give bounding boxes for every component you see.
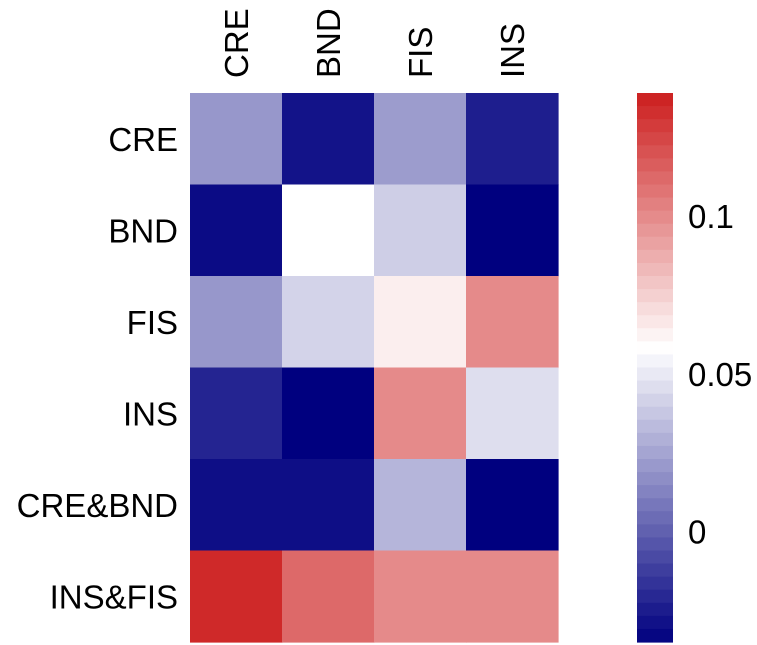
y-tick-label: CRE&BND (17, 487, 178, 524)
x-tick-label: BND (310, 8, 347, 78)
y-tick-label: BND (108, 212, 178, 249)
heatmap-cell-FIS-BND (282, 276, 375, 369)
heatmap-cell-INS-BND (282, 367, 375, 460)
colorbar-band (637, 576, 673, 591)
heatmap-cell-INS&FIS-CRE (190, 550, 283, 643)
heatmap-cells (190, 93, 559, 643)
heatmap-cell-INS-FIS (374, 367, 467, 460)
y-tick-label: INS&FIS (50, 578, 178, 615)
heatmap-cell-FIS-FIS (374, 276, 467, 369)
heatmap-cell-BND-FIS (374, 184, 467, 277)
colorbar-band (637, 393, 673, 408)
colorbar-tick-label: 0.1 (688, 198, 734, 235)
colorbar-band (637, 341, 673, 356)
colorbar-band (637, 419, 673, 434)
colorbar-band (637, 602, 673, 617)
colorbar-band (637, 354, 673, 369)
colorbar-band (637, 171, 673, 186)
colorbar-band (637, 276, 673, 290)
colorbar-band (637, 328, 673, 342)
heatmap-cell-FIS-INS (466, 276, 559, 369)
colorbar-band (637, 302, 673, 316)
colorbar-band (637, 289, 673, 303)
colorbar-band (637, 432, 673, 447)
heatmap-cell-INS-INS (466, 367, 559, 460)
heatmap-cell-CRE-FIS (374, 93, 467, 186)
colorbar-band (637, 184, 673, 199)
colorbar-tick-label: 0.05 (688, 356, 752, 393)
heatmap-cell-BND-CRE (190, 184, 283, 277)
colorbar-band (637, 498, 673, 512)
colorbar-band (637, 367, 673, 382)
x-tick-label: INS (494, 23, 531, 78)
colorbar-band (637, 262, 673, 277)
heatmap-cell-CRE&BND-BND (282, 459, 375, 552)
colorbar-band (637, 524, 673, 539)
colorbar-band (637, 315, 673, 329)
colorbar-tick-label: 0 (688, 514, 706, 551)
x-tick-label: CRE (218, 8, 255, 78)
heatmap-cell-CRE&BND-FIS (374, 459, 467, 552)
colorbar-band (637, 223, 673, 238)
colorbar-band (637, 197, 673, 212)
colorbar-gradient (637, 93, 673, 643)
heatmap-cell-INS&FIS-BND (282, 550, 375, 643)
colorbar-band (637, 236, 673, 251)
heatmap-cell-INS&FIS-FIS (374, 550, 467, 643)
colorbar-band (637, 472, 673, 486)
heatmap-cell-CRE&BND-INS (466, 459, 559, 552)
heatmap-cell-CRE-CRE (190, 93, 283, 186)
y-tick-label: FIS (127, 304, 178, 341)
colorbar-band (637, 628, 673, 643)
colorbar-band (637, 589, 673, 604)
colorbar-band (637, 459, 673, 473)
y-tick-label: INS (123, 395, 178, 432)
colorbar-tick-labels: 0 0.05 0.1 (688, 198, 752, 551)
heatmap-cell-INS&FIS-INS (466, 550, 559, 643)
colorbar-band (637, 132, 673, 146)
colorbar-band (637, 145, 673, 159)
colorbar-band (637, 406, 673, 421)
colorbar-band (637, 380, 673, 395)
colorbar-band (637, 537, 673, 552)
colorbar-band (637, 445, 673, 460)
colorbar-band (637, 119, 673, 133)
y-tick-labels: CRE BND FIS INS CRE&BND INS&FIS (17, 121, 178, 616)
colorbar-band (637, 249, 673, 264)
y-tick-label: CRE (108, 121, 178, 158)
heatmap-cell-BND-BND (282, 184, 375, 277)
heatmap-cell-CRE&BND-CRE (190, 459, 283, 552)
heatmap-cell-CRE-INS (466, 93, 559, 186)
colorbar: 0 0.05 0.1 (637, 93, 752, 643)
heatmap-cell-INS-CRE (190, 367, 283, 460)
heatmap-cell-BND-INS (466, 184, 559, 277)
colorbar-band (637, 158, 673, 173)
colorbar-band (637, 615, 673, 630)
colorbar-band (637, 511, 673, 525)
colorbar-band (637, 210, 673, 225)
colorbar-band (637, 106, 673, 120)
colorbar-band (637, 93, 673, 107)
x-tick-labels: CRE BND FIS INS (218, 8, 531, 78)
x-tick-label: FIS (402, 27, 439, 78)
heatmap-cell-FIS-CRE (190, 276, 283, 369)
colorbar-band (637, 550, 673, 565)
colorbar-band (637, 485, 673, 499)
heatmap-cell-CRE-BND (282, 93, 375, 186)
colorbar-band (637, 563, 673, 578)
